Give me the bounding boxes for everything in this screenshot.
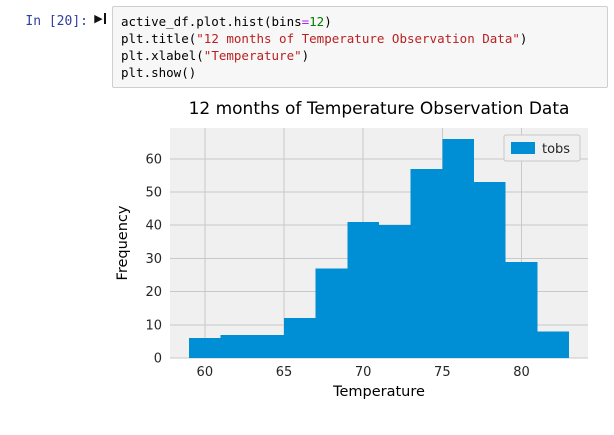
hist-bar	[410, 168, 443, 358]
hist-bar	[347, 221, 379, 358]
x-tick-label: 70	[355, 365, 372, 380]
legend-swatch	[511, 142, 535, 154]
play-bar-icon	[103, 13, 106, 24]
code-line: plt.title("12 months of Temperature Obse…	[121, 30, 599, 47]
code-token: )	[301, 48, 310, 63]
code-token: =	[301, 14, 310, 29]
code-token: active_df.plot.hist(bins	[121, 14, 302, 29]
y-tick-label: 0	[154, 352, 162, 367]
code-token: 12	[309, 14, 325, 29]
code-token: "Temperature"	[203, 48, 302, 63]
y-axis-label: Frequency	[115, 205, 131, 280]
code-token: plt.xlabel(	[121, 48, 204, 63]
y-tick-label: 40	[145, 219, 162, 234]
hist-bar	[189, 338, 221, 358]
y-tick-label: 30	[145, 252, 162, 267]
hist-bar	[220, 334, 253, 358]
hist-bar	[537, 331, 569, 358]
hist-bar	[505, 261, 538, 358]
hist-bar	[442, 138, 474, 358]
run-icon[interactable]: ▶	[88, 6, 112, 24]
play-icon: ▶	[94, 12, 103, 25]
x-tick-label: 60	[197, 365, 214, 380]
code-token: )	[324, 14, 332, 29]
cell-prompt: In [20]:	[25, 14, 88, 29]
code-line: plt.show()	[121, 64, 599, 81]
code-line: plt.xlabel("Temperature")	[121, 47, 599, 64]
histogram-figure: 60 65 70 75 80 0 10 20 30 40 50 60 12 months of Temp…	[112, 92, 598, 408]
code-token: plt.show()	[121, 65, 197, 80]
code-token: plt.title(	[121, 31, 197, 46]
x-tick-label: 80	[513, 365, 530, 380]
code-token: "12 months of Temperature Observation Da…	[196, 31, 520, 46]
code-token: )	[519, 31, 528, 46]
code-cell: In [20]: ▶ active_df.plot.hist(bins=12) p…	[0, 0, 614, 88]
hist-bar	[379, 225, 411, 358]
x-tick-label: 75	[434, 365, 451, 380]
cell-output: 60 65 70 75 80 0 10 20 30 40 50 60 12 months of Temp…	[112, 92, 614, 412]
hist-bar	[284, 318, 316, 358]
y-tick-label: 10	[145, 318, 162, 333]
chart-title: 12 months of Temperature Observation Dat…	[189, 99, 570, 119]
y-tick-label: 20	[145, 285, 162, 300]
code-editor[interactable]: active_df.plot.hist(bins=12) plt.title("1…	[112, 6, 608, 88]
hist-bar	[252, 334, 284, 358]
hist-bar	[315, 268, 348, 358]
legend-label: tobs	[542, 142, 570, 157]
legend-box	[503, 134, 581, 162]
y-tick-label: 60	[145, 152, 162, 167]
x-axis-label: Temperature	[332, 384, 425, 400]
code-line: active_df.plot.hist(bins=12)	[121, 13, 599, 30]
x-tick-label: 65	[276, 365, 293, 380]
y-tick-label: 50	[145, 186, 162, 201]
hist-bar	[474, 182, 506, 358]
